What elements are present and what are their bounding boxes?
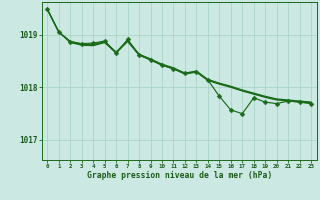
X-axis label: Graphe pression niveau de la mer (hPa): Graphe pression niveau de la mer (hPa) (87, 171, 272, 180)
